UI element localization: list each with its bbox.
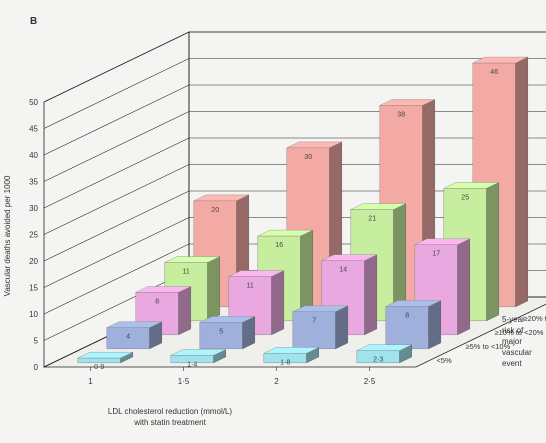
bar: 7 (292, 305, 348, 350)
gridline (43, 31, 546, 103)
data-label: 21 (368, 216, 376, 223)
y-tick-label: 25 (29, 231, 38, 240)
bar-top (292, 305, 348, 312)
y-tick-label: 30 (29, 204, 38, 213)
depth-tick-label: ≥10% to <20% (495, 328, 544, 337)
x-axis-label-line2: with statin treatment (133, 418, 206, 427)
x-axis-label-line1: LDL cholesterol reduction (mmol/L) (108, 407, 233, 416)
data-label: 7 (312, 318, 316, 325)
data-label: 5 (219, 328, 223, 335)
x-tick-label: 2·5 (364, 377, 376, 386)
bar: 8 (385, 300, 441, 350)
bar-top (170, 349, 226, 356)
bar-top (257, 229, 313, 237)
data-label: 0·9 (94, 364, 104, 371)
bar-side (335, 305, 348, 350)
data-label: 4 (126, 334, 130, 341)
y-tick-label: 0 (34, 363, 39, 372)
bar: 0·9 (77, 351, 134, 371)
gridline (43, 164, 546, 235)
bar: 2·3 (356, 344, 412, 364)
y-axis-label: Vascular deaths avoided per 1000 (3, 175, 12, 296)
bar-top (77, 352, 133, 359)
bar-side (486, 182, 499, 322)
depth-axis-label-line: vascular (502, 348, 532, 357)
y-tick-label: 40 (29, 151, 38, 160)
data-label: 16 (275, 242, 283, 249)
gridline (43, 111, 546, 182)
data-label: 11 (247, 283, 254, 290)
data-label: 14 (339, 267, 347, 274)
bar-top (263, 347, 319, 354)
gridline (43, 137, 546, 209)
bar: 5 (199, 316, 256, 350)
y-tick-label: 5 (34, 337, 39, 346)
bar-side (271, 270, 284, 336)
bar-top (164, 256, 220, 263)
data-label: 46 (490, 69, 498, 76)
bar-top (106, 321, 162, 328)
data-label: 20 (211, 207, 219, 214)
data-label: 11 (183, 269, 190, 276)
bar-side (428, 300, 441, 350)
data-label: 1·8 (280, 359, 290, 366)
bar-front (77, 357, 121, 363)
gridline (43, 190, 546, 262)
data-label: 8 (405, 312, 409, 319)
depth-tick-label: <5% (437, 356, 453, 365)
y-tick-label: 35 (29, 178, 38, 187)
bar-top (199, 316, 255, 323)
bar-top (321, 254, 377, 261)
x-tick-label: 1·5 (178, 377, 190, 386)
bar-top (385, 300, 441, 307)
panel-label: B (30, 16, 37, 27)
y-tick-label: 50 (29, 98, 38, 107)
gridline (43, 217, 546, 288)
x-tick-label: 2 (274, 377, 279, 386)
data-label: 2·3 (373, 357, 383, 364)
bar-top (135, 286, 191, 293)
bar-top (228, 270, 284, 277)
y-tick-label: 20 (29, 257, 38, 266)
x-tick-label: 1 (88, 377, 93, 386)
data-label: 17 (432, 251, 440, 258)
bar: 4 (106, 321, 163, 350)
bar-top (193, 194, 249, 202)
bar-front (199, 322, 243, 349)
depth-axis-label-line: risk of (502, 326, 524, 335)
y-tick-label: 45 (29, 125, 38, 134)
bar: 1·8 (263, 347, 319, 366)
bar-side (457, 238, 470, 336)
data-label: 1·4 (187, 361, 197, 368)
bar-side (364, 254, 377, 336)
bar-top (443, 182, 499, 189)
bar-side (178, 286, 192, 336)
data-label: 30 (304, 154, 312, 161)
depth-axis-label-line: 5-year (502, 315, 525, 324)
bar-top (379, 99, 435, 106)
depth-tick-label: ≥5% to <10% (466, 342, 511, 351)
bar-top (286, 141, 342, 149)
depth-axis-label-line: event (502, 359, 522, 368)
bar-top (414, 238, 470, 245)
bar-top (356, 344, 412, 351)
bar: 1·4 (170, 349, 227, 368)
data-label: 8 (155, 298, 159, 305)
y-tick-label: 10 (29, 310, 38, 319)
y-tick-label: 15 (29, 284, 38, 293)
gridline (43, 84, 546, 156)
data-label: 38 (397, 111, 405, 118)
bar-top (472, 56, 528, 64)
bar-top (350, 203, 406, 210)
depth-axis-label-line: major (502, 337, 522, 346)
bar-side (207, 256, 221, 322)
depth-tick-label: ≥20% to <30% (524, 314, 546, 323)
bar-side (515, 56, 528, 308)
gridline (43, 58, 546, 129)
data-label: 25 (461, 194, 469, 201)
